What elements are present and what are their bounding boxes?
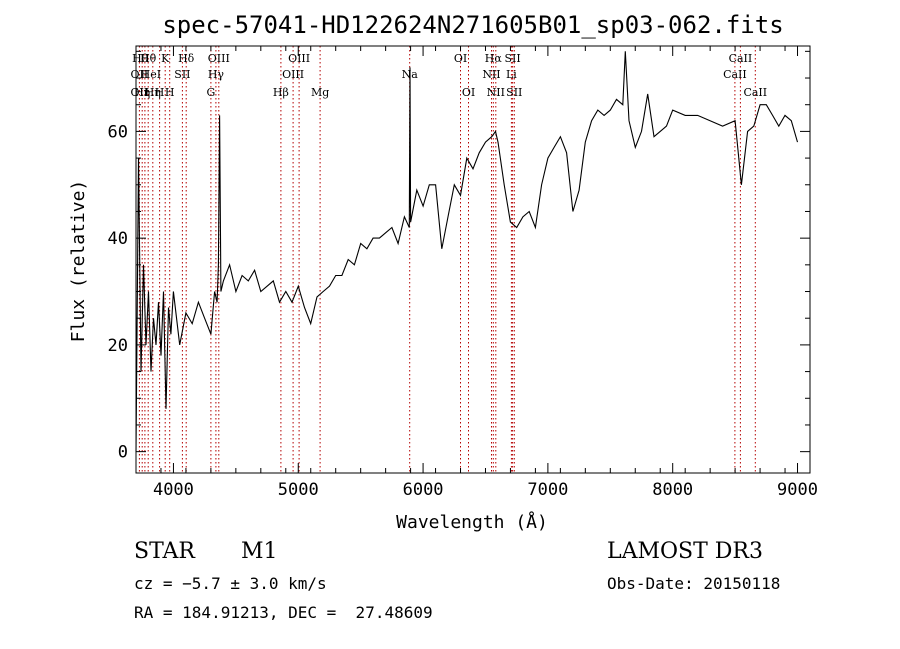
x-tick-label: 7000: [527, 480, 568, 500]
object-subclass: M1: [241, 539, 278, 564]
plot-frame: [135, 45, 811, 474]
x-tick-label: 5000: [278, 480, 319, 500]
line-label: CaII: [723, 68, 747, 81]
line-label: G: [207, 86, 216, 99]
line-label: Hδ: [178, 52, 195, 65]
spectrum-line: [135, 51, 799, 452]
line-label: HeI: [141, 68, 161, 81]
spectrum-chart: spec-57041-HD122624N271605B01_sp03-062.f…: [68, 11, 818, 533]
line-label: OIII: [208, 52, 230, 65]
x-tick-label: 9000: [777, 480, 818, 500]
line-label: OII: [131, 68, 149, 81]
y-tick-label: 0: [118, 443, 128, 463]
line-labels: HθOIIOIIHηHθHeIHηHKHSIIHδGHγOIIIHβOIIIOI…: [131, 52, 768, 99]
observation-date: Obs-Date: 20150118: [607, 574, 781, 593]
line-label: Hη: [134, 86, 150, 99]
line-markers: [138, 46, 756, 473]
line-label: Mg: [311, 86, 329, 99]
line-label: Hα: [485, 52, 503, 65]
line-label: OIII: [282, 68, 304, 81]
line-label: Hθ: [140, 52, 157, 65]
line-label: H: [165, 86, 175, 99]
line-label: SII: [506, 86, 522, 99]
x-tick-label: 8000: [652, 480, 693, 500]
line-label: H: [155, 86, 165, 99]
x-tick-label: 6000: [403, 480, 444, 500]
line-label: Hη: [145, 86, 161, 99]
line-label: NII: [482, 68, 500, 81]
line-label: K: [161, 52, 170, 65]
coordinates: RA = 184.91213, DEC = 27.48609: [134, 603, 433, 622]
chart-title: spec-57041-HD122624N271605B01_sp03-062.f…: [162, 11, 783, 39]
line-label: SII: [174, 68, 190, 81]
y-tick-label: 20: [108, 336, 128, 356]
survey-name: LAMOST DR3: [607, 539, 763, 564]
axes: 4000 5000 6000 7000 8000 9000 0 20 40 60: [108, 46, 818, 500]
line-label: OII: [131, 86, 149, 99]
line-label: Li: [506, 68, 517, 81]
x-tick-label: 4000: [153, 480, 194, 500]
line-label: NII: [487, 86, 505, 99]
line-label: CaII: [729, 52, 753, 65]
line-label: OIII: [288, 52, 310, 65]
line-label: CaII: [743, 86, 767, 99]
y-tick-label: 40: [108, 229, 128, 249]
radial-velocity: cz = −5.7 ± 3.0 km/s: [134, 574, 327, 593]
line-label: SII: [504, 52, 520, 65]
line-label: OI: [454, 52, 467, 65]
y-axis-label: Flux (relative): [68, 180, 89, 343]
object-class: STAR: [134, 539, 195, 564]
line-label: OI: [462, 86, 475, 99]
x-axis-label: Wavelength (Å): [396, 511, 548, 533]
line-label: Hβ: [273, 86, 289, 99]
line-label: Hγ: [208, 68, 225, 81]
y-tick-label: 60: [108, 122, 128, 142]
